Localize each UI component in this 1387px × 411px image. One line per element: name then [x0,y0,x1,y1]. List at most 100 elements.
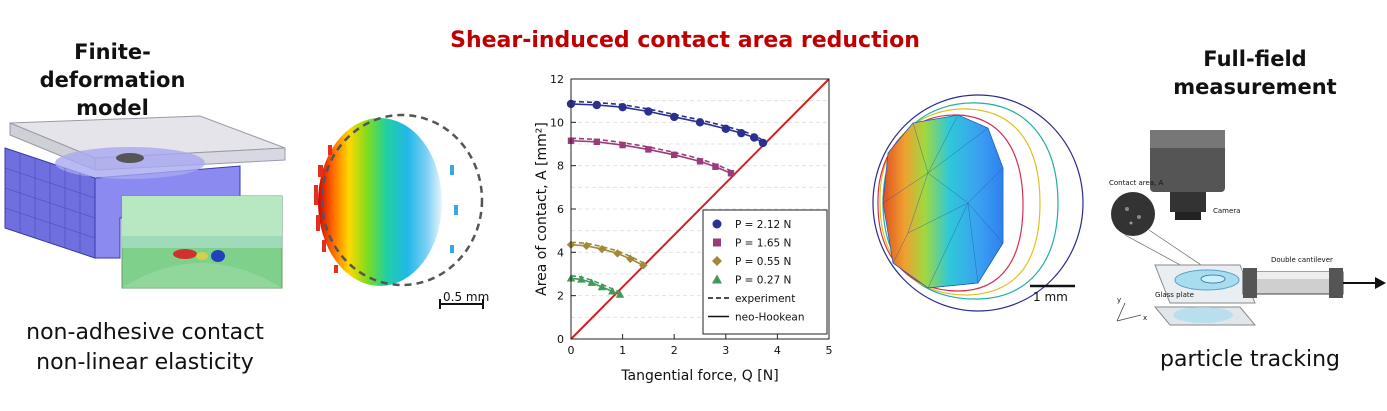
unsheared-contact-outline [320,113,484,287]
right-speckles [450,165,458,253]
data-point [696,158,704,165]
legend-marker [712,256,722,266]
x-tick-label: 1 [619,344,626,357]
data-point [587,278,596,286]
measurement-setup-illustration: Camera Contact area, A Glass plate Doubl… [1109,130,1386,326]
right-title-line2: measurement [1173,75,1337,99]
left-title-line2: model [76,96,149,120]
chart-legend: P = 2.12 N P = 1.65 N P = 0.55 N P = 0.27 N… [702,209,828,335]
chart-axes [570,78,830,340]
legend-label: P = 1.65 N [735,238,791,250]
fem-model-illustration [4,115,286,289]
fem-stress-blue [211,250,225,262]
right-scale-label: 1 mm [1033,290,1068,304]
legend-box [702,209,828,335]
chart-series [566,99,768,298]
sheared-contact-area [318,118,442,286]
data-point [695,118,705,127]
fem-inset-glass [122,196,282,236]
x-tick-label: 4 [774,344,781,357]
axes-icon [1116,314,1142,322]
data-point [670,112,679,122]
x-tick-label: 2 [671,344,678,357]
series-curve-neo-hookean [570,139,732,174]
fem-inset-hemisphere [122,263,282,288]
fem-stress-red [173,249,197,259]
legend-marker [712,219,722,229]
data-point [626,254,635,264]
fem-inset-layer [122,236,282,248]
y-tick-label: 2 [557,290,564,303]
data-point [615,290,625,298]
left-title: Finite-deformation model [10,38,215,122]
mesh-triangles [882,114,1004,289]
contact-image-icon [1111,192,1155,236]
simulated-contact-map [314,113,484,309]
boundary-speckles [314,145,338,273]
contact-mesh-area [882,114,1004,289]
x-tick-label: 0 [568,344,575,357]
y-tick-label: 10 [550,116,564,129]
legend-label: P = 0.27 N [735,275,791,287]
data-point [618,102,627,112]
data-point [597,282,607,291]
data-point [712,163,719,170]
axis-y-label: y [1117,296,1121,304]
cantilever-label: Double cantilever [1271,256,1333,264]
contour-p212 [872,94,1084,312]
x-tick-label: 5 [826,344,833,357]
data-point [645,146,652,153]
axis-x-label: x [1143,314,1147,322]
right-title-line1: Full-field [1203,47,1307,71]
data-point [644,107,653,116]
right-title: Full-field measurement [1145,45,1365,101]
left-caption-line1: non-adhesive contact [26,320,264,345]
legend-marker [713,238,721,247]
fem-stress-yellow [196,252,208,260]
x-tick-label: 3 [722,344,729,357]
fem-mesh-grid [4,153,96,253]
data-point [671,151,678,159]
series-curve-neo-hookean [570,103,764,144]
left-caption-line2: non-linear elasticity [36,350,254,375]
reference-line [570,78,830,340]
glass-plate-label: Glass plate [1155,291,1194,299]
measured-contact-map [872,94,1084,312]
data-point [619,141,626,149]
y-tick-label: 8 [557,160,564,173]
y-tick-label: 4 [557,246,564,259]
data-point [758,138,768,148]
legend-label: P = 2.12 N [735,219,791,231]
legend-label: experiment [735,293,795,305]
data-point [608,287,617,295]
contour-cyan [882,102,1059,300]
data-point [727,170,735,177]
y-tick-label: 6 [557,203,564,216]
data-point [639,261,648,270]
camera-label: Camera [1213,207,1240,215]
left-caption: non-adhesive contact non-linear elastici… [0,318,290,378]
data-point [737,128,746,138]
center-title: Shear-induced contact area reduction [450,28,920,53]
series-curve-experiment [570,241,644,264]
left-scale-label: 0.5 mm [443,290,490,304]
right-caption: particle tracking [1160,347,1340,372]
fem-contact-spot [116,153,144,163]
series-curve-experiment [570,275,621,293]
series-curve-experiment [570,137,732,172]
chart-reference-line [570,78,830,340]
data-point [749,133,759,142]
y-tick-label: 12 [550,73,564,86]
left-title-line1: Finite-deformation [39,40,186,92]
legend-marker [712,274,722,284]
y-tick-label: 0 [557,333,564,346]
contact-area-label: Contact area, A [1109,179,1164,187]
legend-label: neo-Hookean [735,312,805,324]
data-point [577,275,586,283]
chart-xlabel: Tangential force, Q [N] [620,368,778,384]
data-point [721,124,730,134]
data-point [593,138,600,146]
legend-label: P = 0.55 N [735,256,791,268]
